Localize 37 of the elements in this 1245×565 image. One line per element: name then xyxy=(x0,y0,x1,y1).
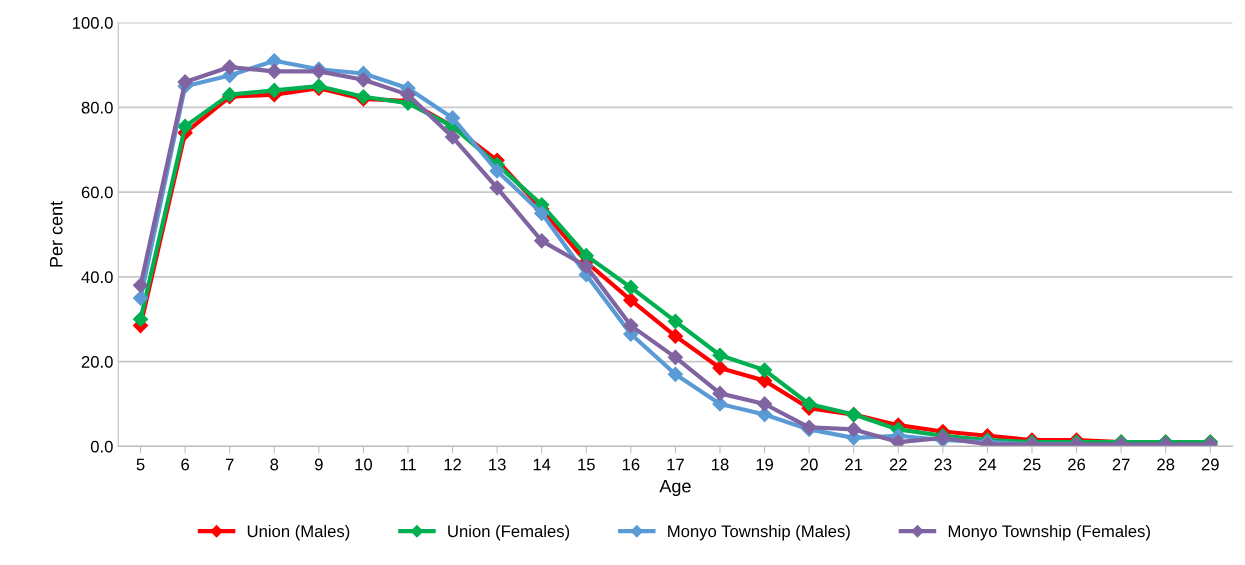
x-tick-label: 11 xyxy=(400,458,416,471)
x-tick-label: 14 xyxy=(533,458,551,471)
x-tick-label: 18 xyxy=(711,458,729,471)
x-tick-label: 20 xyxy=(800,458,818,471)
x-tick-label: 15 xyxy=(578,458,595,471)
x-tick-label: 7 xyxy=(225,458,234,471)
x-axis-title: Age xyxy=(659,479,691,497)
x-tick-label: 24 xyxy=(978,458,997,471)
legend-label: Union (Males) xyxy=(247,524,350,541)
legend-label: Union (Females) xyxy=(448,524,570,541)
y-axis-title: Per cent xyxy=(49,200,63,267)
y-tick-label: 100.0 xyxy=(72,17,113,29)
x-tick-label: 22 xyxy=(889,458,907,471)
x-tick-label: 25 xyxy=(1023,458,1041,471)
x-tick-label: 27 xyxy=(1112,458,1130,471)
x-tick-label: 6 xyxy=(181,458,190,471)
x-tick-label: 16 xyxy=(622,458,640,471)
x-tick-label: 10 xyxy=(355,458,373,471)
y-tick-label: 0.0 xyxy=(90,440,113,453)
x-tick-label: 26 xyxy=(1068,458,1086,471)
x-tick-label: 17 xyxy=(667,458,684,471)
y-tick-label: 80.0 xyxy=(81,101,113,114)
x-tick-label: 12 xyxy=(444,458,461,471)
x-tick-label: 9 xyxy=(314,458,323,471)
y-tick-label: 20.0 xyxy=(81,356,113,368)
x-tick-label: 28 xyxy=(1157,458,1175,471)
y-tick-label: 60.0 xyxy=(81,186,113,199)
x-tick-label: 19 xyxy=(756,458,774,471)
x-tick-label: 23 xyxy=(934,458,952,471)
y-tick-label: 40.0 xyxy=(81,271,113,284)
x-tick-label: 29 xyxy=(1201,458,1219,471)
x-tick-label: 8 xyxy=(270,458,279,471)
x-tick-label: 5 xyxy=(136,458,145,471)
legend-label: Monyo Township (Males) xyxy=(668,524,850,541)
x-tick-label: 21 xyxy=(845,458,863,471)
legend-label: Monyo Township (Females) xyxy=(948,524,1150,541)
x-tick-label: 13 xyxy=(489,458,506,471)
